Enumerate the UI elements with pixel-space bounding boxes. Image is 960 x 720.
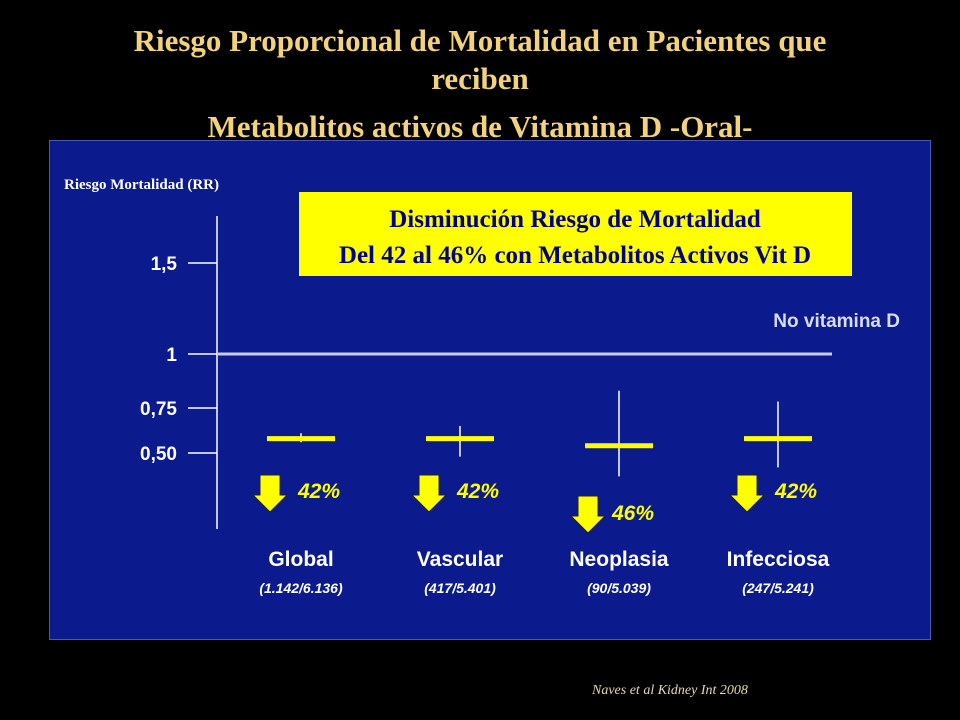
category-counts: (417/5.401) xyxy=(424,580,496,596)
reduction-percent: 42% xyxy=(774,480,817,503)
reduction-percent: 42% xyxy=(297,480,340,503)
source-citation: Naves et al Kidney Int 2008 xyxy=(592,683,748,698)
reduction-percent: 46% xyxy=(611,502,654,525)
title-line-1: Riesgo Proporcional de Mortalidad en Pac… xyxy=(133,23,827,58)
title-line-2: reciben xyxy=(431,61,529,96)
reduction-arrow xyxy=(569,495,607,534)
reference-line-label: No vitamina D xyxy=(773,311,900,332)
reduction-arrow xyxy=(251,474,289,513)
category-counts: (90/5.039) xyxy=(587,580,651,596)
title-line-3: Metabolitos activos de Vitamina D -Oral- xyxy=(207,109,753,142)
y-tick-label: 0,75 xyxy=(140,399,177,420)
reduction-percent: 42% xyxy=(456,480,499,503)
callout-box xyxy=(299,192,852,276)
y-axis-label: Riesgo Mortalidad (RR) xyxy=(64,177,219,193)
category-counts: (1.142/6.136) xyxy=(259,580,343,596)
reduction-arrow xyxy=(410,474,448,513)
category-label: Global xyxy=(268,548,333,571)
y-tick-label: 1 xyxy=(166,345,177,366)
category-label: Infecciosa xyxy=(727,548,830,571)
chart-panel: Riesgo Mortalidad (RR) 1,5 1 0,75 0,50 No vit… xyxy=(49,140,931,640)
category-label: Vascular xyxy=(417,548,503,571)
reduction-arrow xyxy=(728,474,766,513)
y-tick-label: 0,50 xyxy=(140,444,177,465)
y-tick-label: 1,5 xyxy=(151,254,178,275)
callout-line-2: Del 42 al 46% con Metabolitos Activos Vi… xyxy=(339,242,811,269)
category-label: Neoplasia xyxy=(569,548,669,571)
callout-line-1: Disminución Riesgo de Mortalidad xyxy=(389,206,761,233)
forest-plot: Riesgo Mortalidad (RR) 1,5 1 0,75 0,50 No vit… xyxy=(64,177,900,596)
category-counts: (247/5.241) xyxy=(742,580,814,596)
